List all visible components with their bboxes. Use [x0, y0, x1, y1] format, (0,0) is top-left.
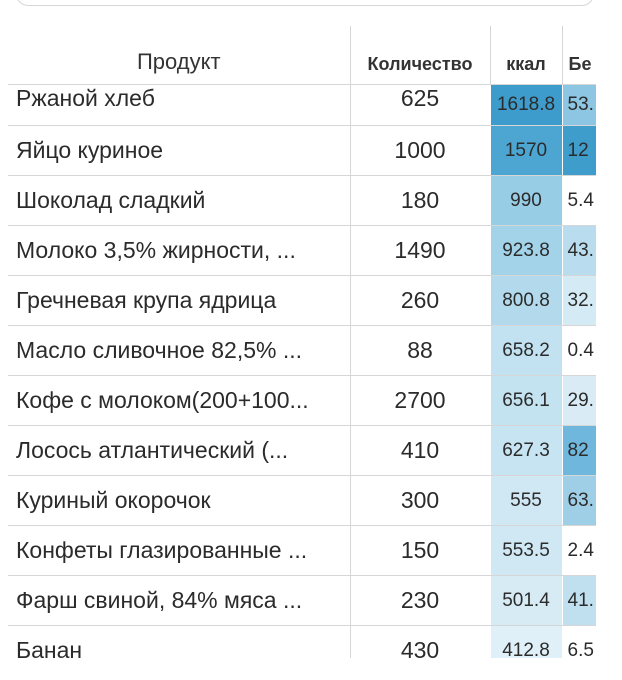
- kcal-cell: 1618.8: [489, 84, 562, 126]
- column-header-kcal[interactable]: ккал: [489, 26, 562, 85]
- table-row[interactable]: Банан 430 412.8 6.5: [8, 625, 596, 658]
- kcal-cell: 627.3: [489, 425, 562, 476]
- header-row: Продукт Количество ккал Бе: [8, 26, 596, 85]
- quantity-cell: 1000: [349, 125, 490, 176]
- kcal-cell: 1570: [489, 125, 562, 176]
- kcal-cell: 501.4: [489, 575, 562, 626]
- product-cell: Гречневая крупа ядрица: [8, 275, 350, 326]
- column-header-product[interactable]: Продукт: [8, 26, 350, 85]
- product-cell: Масло сливочное 82,5% ...: [8, 325, 350, 376]
- kcal-cell: 658.2: [489, 325, 562, 376]
- quantity-cell: 260: [349, 275, 490, 326]
- table-row[interactable]: Куриный окорочок 300 555 63.: [8, 475, 596, 526]
- protein-cell: 82: [561, 425, 596, 476]
- product-cell: Яйцо куриное: [8, 125, 350, 176]
- product-cell: Банан: [8, 625, 350, 658]
- product-cell: Кофе с молоком(200+100...: [8, 375, 350, 426]
- table-row[interactable]: Масло сливочное 82,5% ... 88 658.2 0.4: [8, 325, 596, 376]
- table-row[interactable]: Гречневая крупа ядрица 260 800.8 32.: [8, 275, 596, 326]
- product-cell: Фарш свиной, 84% мяса ...: [8, 575, 350, 626]
- kcal-cell: 990: [489, 175, 562, 226]
- nutrition-table: Продукт Количество ккал Бе Ржаной хлеб 62…: [8, 26, 596, 658]
- protein-cell: 43.: [561, 225, 596, 276]
- table-row[interactable]: Конфеты глазированные ... 150 553.5 2.4: [8, 525, 596, 576]
- quantity-cell: 430: [349, 625, 490, 658]
- table-row[interactable]: Ржаной хлеб 625 1618.8 53.: [8, 84, 596, 126]
- kcal-cell: 800.8: [489, 275, 562, 326]
- product-cell: Шоколад сладкий: [8, 175, 350, 226]
- nutrition-table-container[interactable]: Продукт Количество ккал Бе Ржаной хлеб 62…: [8, 26, 596, 658]
- quantity-cell: 300: [349, 475, 490, 526]
- quantity-cell: 1490: [349, 225, 490, 276]
- table-row[interactable]: Лосось атлантический (... 410 627.3 82: [8, 425, 596, 476]
- quantity-cell: 625: [349, 84, 490, 126]
- quantity-cell: 410: [349, 425, 490, 476]
- table-row[interactable]: Шоколад сладкий 180 990 5.4: [8, 175, 596, 226]
- column-header-quantity[interactable]: Количество: [349, 26, 490, 85]
- quantity-cell: 2700: [349, 375, 490, 426]
- protein-cell: 53.: [561, 84, 596, 126]
- table-row[interactable]: Кофе с молоком(200+100... 2700 656.1 29.: [8, 375, 596, 426]
- kcal-cell: 923.8: [489, 225, 562, 276]
- search-bar[interactable]: [16, 0, 594, 6]
- kcal-cell: 412.8: [489, 625, 562, 658]
- quantity-cell: 230: [349, 575, 490, 626]
- product-cell: Конфеты глазированные ...: [8, 525, 350, 576]
- column-header-protein[interactable]: Бе: [561, 26, 596, 85]
- kcal-cell: 656.1: [489, 375, 562, 426]
- quantity-cell: 150: [349, 525, 490, 576]
- protein-cell: 6.5: [561, 625, 596, 658]
- kcal-cell: 553.5: [489, 525, 562, 576]
- product-cell: Куриный окорочок: [8, 475, 350, 526]
- quantity-cell: 88: [349, 325, 490, 376]
- protein-cell: 63.: [561, 475, 596, 526]
- protein-cell: 29.: [561, 375, 596, 426]
- product-cell: Молоко 3,5% жирности, ...: [8, 225, 350, 276]
- protein-cell: 5.4: [561, 175, 596, 226]
- table-row[interactable]: Молоко 3,5% жирности, ... 1490 923.8 43.: [8, 225, 596, 276]
- protein-cell: 12: [561, 125, 596, 176]
- table-row[interactable]: Фарш свиной, 84% мяса ... 230 501.4 41.: [8, 575, 596, 626]
- protein-cell: 41.: [561, 575, 596, 626]
- protein-cell: 0.4: [561, 325, 596, 376]
- product-cell: Лосось атлантический (...: [8, 425, 350, 476]
- quantity-cell: 180: [349, 175, 490, 226]
- protein-cell: 32.: [561, 275, 596, 326]
- product-cell: Ржаной хлеб: [8, 84, 350, 126]
- protein-cell: 2.4: [561, 525, 596, 576]
- table-row[interactable]: Яйцо куриное 1000 1570 12: [8, 125, 596, 176]
- kcal-cell: 555: [489, 475, 562, 526]
